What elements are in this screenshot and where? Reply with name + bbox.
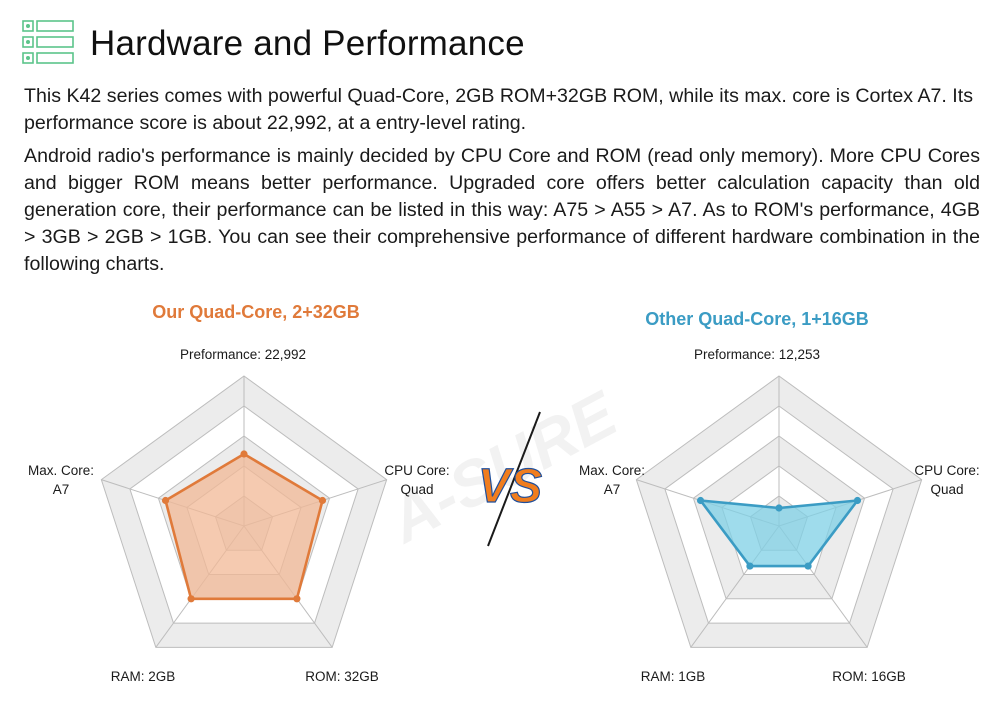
intro-paragraph-2: Android radio's performance is mainly de… xyxy=(24,145,980,275)
right-data-point-1 xyxy=(775,504,783,512)
intro-paragraph-1: This K42 series comes with powerful Quad… xyxy=(24,85,973,134)
right-axis-label-cpu-core-line2: Quad xyxy=(930,482,964,497)
right-axis-label-max-core: Max. Core: A7 xyxy=(567,461,657,499)
right-data-point-2 xyxy=(853,496,862,505)
vs-badge: VS xyxy=(477,411,543,547)
right-axis-label-performance: Preformance: 12,253 xyxy=(693,347,821,362)
left-axis-label-max-core-line2: A7 xyxy=(52,482,70,497)
right-data-point-3 xyxy=(804,562,812,570)
right-data-point-5 xyxy=(696,496,705,505)
right-data-point-4 xyxy=(746,562,754,570)
chart-title-right: Other Quad-Core, 1+16GB xyxy=(645,309,869,329)
right-axis-label-rom: ROM: 16GB xyxy=(832,669,906,684)
left-axis-label-cpu-core-line1: CPU Core: xyxy=(384,463,450,478)
vs-text: VS xyxy=(478,460,542,513)
left-data-point-5 xyxy=(161,496,170,505)
left-axis-label-ram: RAM: 2GB xyxy=(110,669,176,684)
left-axis-label-rom: ROM: 32GB xyxy=(305,669,379,684)
page-title: Hardware and Performance xyxy=(90,24,525,63)
left-data-point-1 xyxy=(240,450,248,458)
left-axis-label-max-core: Max. Core: A7 xyxy=(16,461,106,499)
left-series-area xyxy=(164,452,324,601)
left-axis-label-cpu-core: CPU Core: Quad xyxy=(372,461,462,499)
chart-title-left: Our Quad-Core, 2+32GB xyxy=(152,302,360,322)
list-icon xyxy=(22,20,74,64)
left-axis-label-cpu-core-line2: Quad xyxy=(400,482,434,497)
left-data-point-3 xyxy=(293,595,301,603)
vs-slash xyxy=(487,411,541,547)
right-axis-label-max-core-line1: Max. Core: xyxy=(578,463,646,478)
right-axis-label-max-core-line2: A7 xyxy=(603,482,621,497)
left-data-point-4 xyxy=(187,595,195,603)
left-axis-label-max-core-line1: Max. Core: xyxy=(27,463,95,478)
right-series-area xyxy=(699,499,859,568)
right-axis-label-cpu-core-line1: CPU Core: xyxy=(914,463,980,478)
right-axis-label-ram: RAM: 1GB xyxy=(640,669,706,684)
right-axis-label-cpu-core: CPU Core: Quad xyxy=(902,461,992,499)
left-axis-label-performance: Preformance: 22,992 xyxy=(179,347,307,362)
left-data-point-2 xyxy=(318,496,327,505)
